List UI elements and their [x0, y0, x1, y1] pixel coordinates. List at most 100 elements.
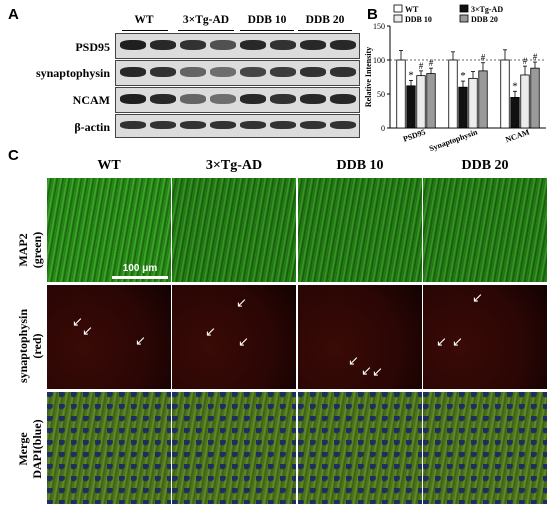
bar — [416, 75, 426, 129]
blot-band — [270, 94, 296, 104]
blot-band — [300, 40, 326, 50]
micrograph-tile — [423, 392, 547, 504]
blot-strip-ncam — [115, 87, 360, 113]
blot-group-ddb20: DDB 20 — [305, 14, 345, 26]
row-label-merge: Merge DAPI(blue) — [16, 409, 44, 489]
significance-mark: # — [429, 58, 434, 68]
blot-band — [180, 67, 206, 77]
micro-col-wt: WT — [97, 158, 121, 173]
group-underline — [298, 30, 352, 31]
blot-band — [270, 40, 296, 50]
bar — [500, 59, 510, 129]
blot-band — [330, 40, 356, 50]
legend-swatch — [393, 14, 403, 23]
bar — [458, 86, 468, 129]
row-label-line: MAP2 — [16, 233, 30, 267]
blot-band — [150, 94, 176, 104]
blot-group-ddb10: DDB 10 — [247, 14, 287, 26]
bar — [478, 70, 488, 129]
y-tick-label: 50 — [377, 90, 385, 99]
arrow-icon: ↙ — [238, 335, 249, 350]
micrograph-tile — [298, 178, 422, 282]
blot-band — [120, 121, 146, 129]
blot-band — [210, 94, 236, 104]
blot-band — [330, 67, 356, 77]
x-category-label: NCAM — [504, 127, 531, 144]
blot-label-synaptophysin: synaptophysin — [35, 66, 110, 80]
legend-label: 3×Tg-AD — [471, 5, 503, 14]
row-label-line: DAPI(blue) — [30, 419, 44, 479]
micrograph-tile — [172, 285, 296, 389]
x-category-label: PSD95 — [402, 127, 427, 143]
blot-band — [270, 67, 296, 77]
arrow-icon: ↙ — [372, 365, 383, 380]
arrow-icon: ↙ — [135, 334, 146, 349]
blot-band — [150, 40, 176, 50]
blot-band — [300, 94, 326, 104]
blot-band — [330, 121, 356, 129]
blot-group-wt: WT — [134, 14, 154, 26]
micrograph-tile — [47, 285, 171, 389]
micrograph-tile — [423, 285, 547, 389]
legend-label: DDB 10 — [405, 15, 432, 24]
blot-label-psd95: PSD95 — [75, 40, 110, 54]
micro-col-3xtg: 3×Tg-AD — [205, 158, 263, 173]
row-label-line: synaptophysin — [16, 308, 30, 384]
micrograph-tile — [47, 392, 171, 504]
significance-mark: * — [460, 70, 466, 82]
blot-band — [240, 121, 266, 129]
blot-band — [240, 67, 266, 77]
blot-band — [330, 94, 356, 104]
blot-band — [150, 121, 176, 129]
blot-band — [180, 121, 206, 129]
blot-band — [180, 94, 206, 104]
blot-label-beta-actin: β-actin — [74, 120, 110, 134]
scale-bar — [112, 276, 168, 279]
bar — [406, 85, 416, 129]
significance-mark: # — [481, 53, 486, 63]
blot-band — [120, 94, 146, 104]
y-axis-label: Relative Intensity — [364, 47, 373, 107]
blot-band — [210, 40, 236, 50]
y-tick-label: 100 — [373, 56, 385, 65]
micrograph-tile — [298, 392, 422, 504]
micrograph-tile — [298, 285, 422, 389]
significance-mark: # — [523, 56, 528, 66]
significance-mark: # — [533, 52, 538, 62]
row-label-line: (red) — [30, 333, 44, 359]
blot-label-ncam: NCAM — [72, 93, 110, 107]
legend-label: DDB 20 — [471, 15, 498, 24]
row-label-synaptophysin: synaptophysin (red) — [16, 294, 44, 398]
legend-swatch — [459, 4, 469, 13]
blot-band — [270, 121, 296, 129]
blot-strip-beta-actin — [115, 114, 360, 138]
x-category-label: Synaptophysin — [428, 127, 479, 153]
micrograph-tile — [172, 178, 296, 282]
y-tick-label: 150 — [373, 22, 385, 31]
panel-c-letter: C — [8, 147, 19, 164]
blot-group-3xtg: 3×Tg-AD — [182, 14, 230, 26]
legend-swatch — [459, 14, 469, 23]
arrow-icon: ↙ — [205, 325, 216, 340]
blot-band — [240, 40, 266, 50]
arrow-icon: ↙ — [472, 291, 483, 306]
arrow-icon: ↙ — [452, 335, 463, 350]
arrow-icon: ↙ — [361, 364, 372, 379]
micrograph-tile — [423, 178, 547, 282]
blot-band — [300, 121, 326, 129]
legend-swatch — [393, 4, 403, 13]
bar — [530, 67, 540, 129]
blot-band — [120, 40, 146, 50]
row-label-line: Merge — [16, 432, 30, 466]
arrow-icon: ↙ — [436, 335, 447, 350]
arrow-icon: ↙ — [348, 354, 359, 369]
blot-band — [120, 67, 146, 77]
significance-mark: * — [512, 80, 518, 92]
blot-band — [210, 121, 236, 129]
bar — [426, 73, 436, 129]
row-label-map2: MAP2 (green) — [16, 226, 44, 274]
blot-band — [300, 67, 326, 77]
micro-col-ddb10: DDB 10 — [336, 158, 384, 173]
legend-label: WT — [405, 5, 419, 14]
panel-b-letter: B — [367, 6, 378, 23]
